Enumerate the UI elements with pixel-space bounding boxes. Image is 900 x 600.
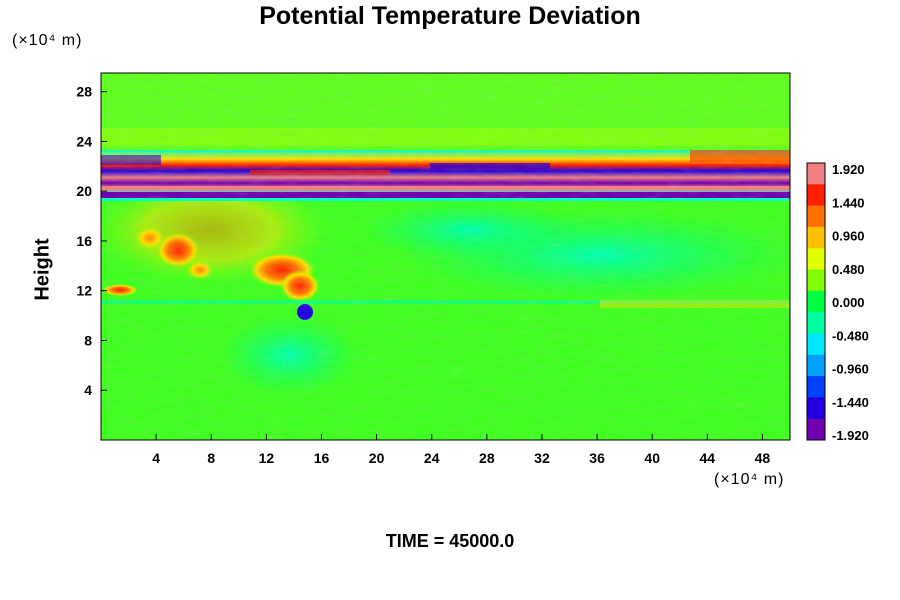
colorbar-swatch [807,425,825,434]
x-tick-label: 40 [644,450,660,466]
colorbar-swatch [807,241,825,249]
colorbar-swatch [807,319,825,327]
colorbar-label: 1.440 [832,195,865,210]
x-tick-label: 44 [700,450,716,466]
colorbar-swatch [807,255,825,263]
y-axis-unit: (×10⁴ m) [12,32,83,49]
colorbar-swatch [807,212,825,221]
x-tick-label: 32 [534,450,550,466]
colorbar-swatch [807,397,825,405]
x-tick-label: 8 [207,450,215,466]
colorbar-swatch [807,262,825,271]
colorbar-swatch [807,361,825,370]
colorbar-swatch [807,376,825,384]
colorbar-label: -1.920 [832,428,869,443]
x-tick-label: 12 [259,450,275,466]
y-tick-label: 28 [76,84,92,100]
x-axis-unit: (×10⁴ m) [714,471,785,488]
colorbar-swatch [807,333,825,342]
colorbar-swatch [807,290,825,299]
colorbar-swatch [807,404,825,413]
colorbar-swatch [807,368,825,377]
colorbar-label: 0.480 [832,262,865,277]
plot-frame [100,72,791,441]
colorbar-swatch [807,390,825,398]
colorbar-label: -0.960 [832,362,869,377]
colorbar: 1.920 1.440 0.960 0.480 0.000 -0.480 -0.960 -1.… [806,162,869,443]
colorbar-swatch [807,184,825,192]
colorbar-swatch [807,354,825,363]
colorbar-label: 0.000 [832,295,865,310]
y-tick-label: 16 [76,233,92,249]
colorbar-swatch [807,383,825,391]
x-tick-label: 16 [314,450,330,466]
colorbar-swatch [807,191,825,200]
colorbar-swatch [807,226,825,235]
time-label: TIME = 45000.0 [385,531,515,551]
colorbar-swatch [807,283,825,292]
y-tick-label: 20 [76,183,92,199]
colorbar-swatch [807,418,825,427]
x-axis-ticks: 4 8 12 16 20 24 28 32 36 40 44 48 [152,434,770,466]
x-tick-label: 24 [424,450,440,466]
x-tick-label: 28 [479,450,495,466]
x-tick-label: 36 [589,450,605,466]
colorbar-label: 1.920 [832,162,865,177]
x-tick-label: 4 [152,450,160,466]
colorbar-label: -1.440 [832,395,869,410]
colorbar-swatch [807,219,825,228]
colorbar-label: 0.960 [832,229,865,244]
colorbar-swatch [807,340,825,349]
colorbar-frame [806,162,826,441]
x-tick-label: 20 [369,450,385,466]
colorbar-label: -0.480 [832,328,869,343]
colorbar-swatch [807,177,825,185]
y-tick-label: 12 [76,283,92,299]
colorbar-swatch [807,276,825,285]
chart-title: Potential Temperature Deviation [259,2,641,30]
colorbar-swatch [807,347,825,356]
colorbar-swatch [807,205,825,214]
colorbar-swatch [807,163,825,171]
heatmap-field [101,73,790,440]
colorbar-swatch [807,248,825,256]
colorbar-swatch [807,297,825,306]
colorbar-swatch [807,234,825,242]
colorbar-swatch [807,411,825,420]
colorbar-swatch [807,269,825,278]
colorbar-swatch [807,432,825,441]
colorbar-swatch [807,326,825,334]
x-tick-label: 48 [755,450,771,466]
y-tick-label: 8 [84,332,92,348]
colorbar-swatch [807,170,825,178]
y-tick-label: 24 [76,133,92,149]
y-axis-ticks: 4 8 12 16 20 24 28 [76,84,107,398]
colorbar-swatch [807,312,825,320]
colorbar-swatch [807,198,825,207]
y-tick-label: 4 [84,382,92,398]
colorbar-swatch [807,305,825,313]
